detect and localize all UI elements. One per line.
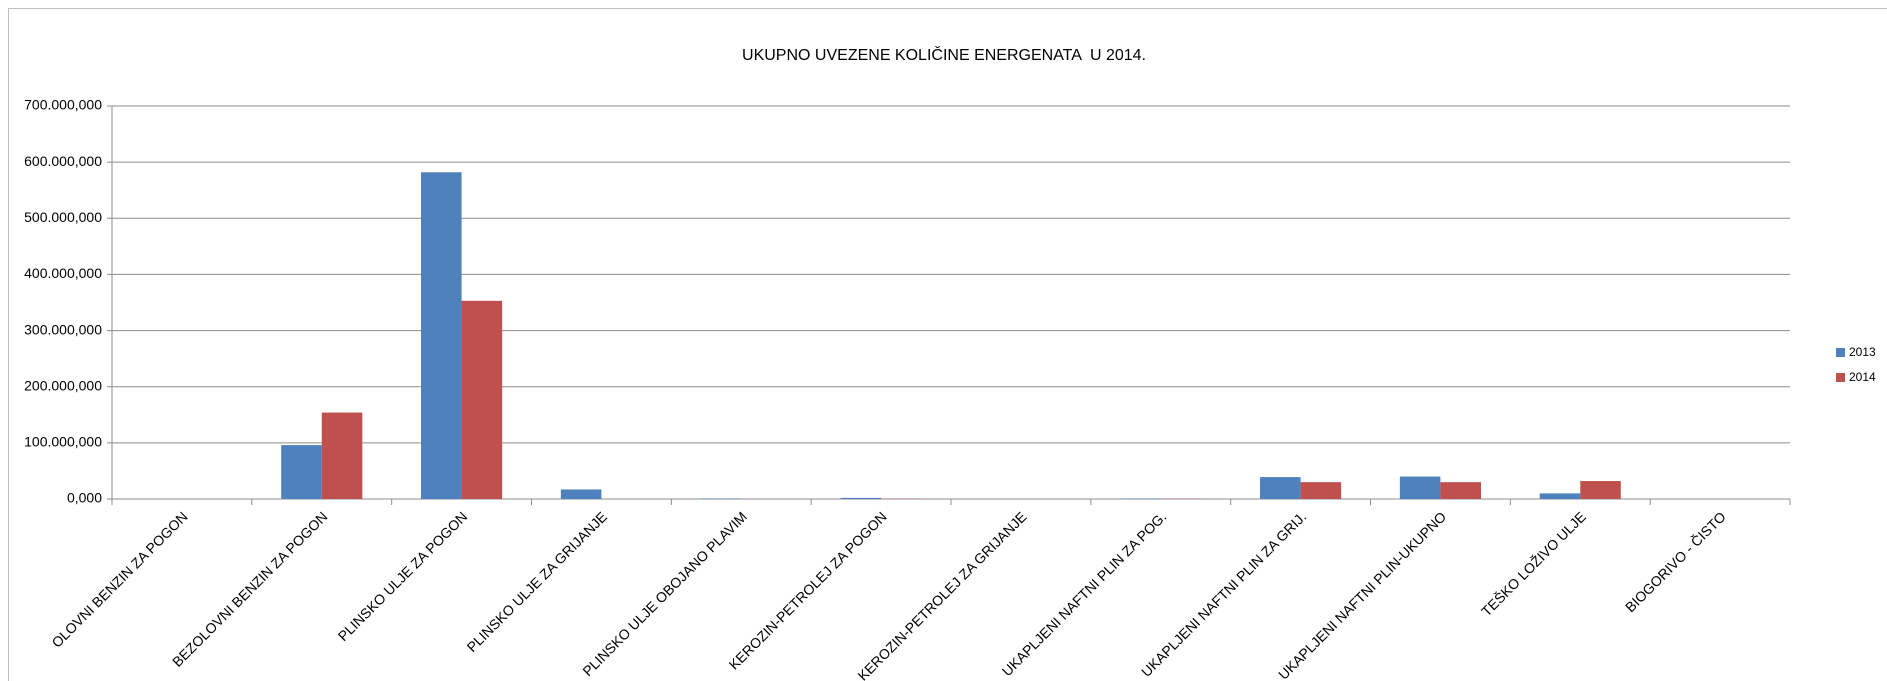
legend-label: 2014 — [1849, 370, 1876, 384]
y-tick-label: 0,000 — [67, 490, 102, 506]
bar — [1580, 481, 1621, 499]
y-tick-label: 400.000,000 — [24, 265, 102, 281]
bar — [1120, 498, 1161, 499]
x-tick-label: PLINSKO ULJE ZA GRIJANJE — [464, 508, 611, 655]
bar — [421, 172, 462, 499]
y-tick-label: 300.000,000 — [24, 321, 102, 337]
bar — [700, 498, 742, 499]
bar — [1399, 476, 1441, 499]
chart-frame — [8, 8, 1887, 681]
bar — [461, 300, 503, 499]
bar — [1300, 482, 1342, 499]
x-tick-label: PLINSKO ULJE OBOJANO PLAVIM — [579, 508, 750, 679]
x-tick-label: UKAPLJENI NAFTNI PLIN ZA GRIJ. — [1138, 508, 1309, 679]
y-tick-label: 600.000,000 — [24, 153, 102, 169]
y-tick-label: 200.000,000 — [24, 377, 102, 393]
x-tick-label: OLOVNI BENZIN ZA POGON — [48, 508, 190, 650]
legend-label: 2013 — [1849, 345, 1876, 359]
x-tick-label: TEŠKO LOŽIVO ULJE — [1478, 508, 1589, 619]
x-tick-label: BEZOLOVNI BENZIN ZA POGON — [169, 508, 330, 669]
legend-swatch — [1836, 373, 1845, 382]
x-tick-label: PLINSKO ULJE ZA POGON — [335, 508, 471, 644]
chart-title: UKUPNO UVEZENE KOLIČINE ENERGENATA U 201… — [742, 45, 1146, 64]
x-tick-label: UKAPLJENI NAFTNI PLIN-UKUPNO — [1275, 508, 1449, 681]
x-tick-label: KEROZIN-PETROLEJ ZA GRIJANJE — [854, 508, 1029, 681]
x-tick-label: BIOGORIVO - ČISTO — [1622, 508, 1729, 615]
y-tick-label: 100.000,000 — [24, 434, 102, 450]
x-tick-label: KEROZIN-PETROLEJ ZA POGON — [726, 508, 890, 672]
bar — [281, 445, 322, 499]
y-tick-label: 500.000,000 — [24, 209, 102, 225]
bar — [840, 497, 882, 499]
y-tick-label: 700.000,000 — [24, 97, 102, 113]
legend-swatch — [1836, 348, 1845, 357]
bar — [321, 412, 363, 499]
x-tick-label: UKAPLJENI NAFTNI PLIN ZA POG. — [999, 508, 1170, 679]
bar — [1260, 477, 1301, 499]
bar — [1440, 482, 1481, 499]
bar — [1539, 493, 1581, 499]
bar — [560, 489, 602, 499]
